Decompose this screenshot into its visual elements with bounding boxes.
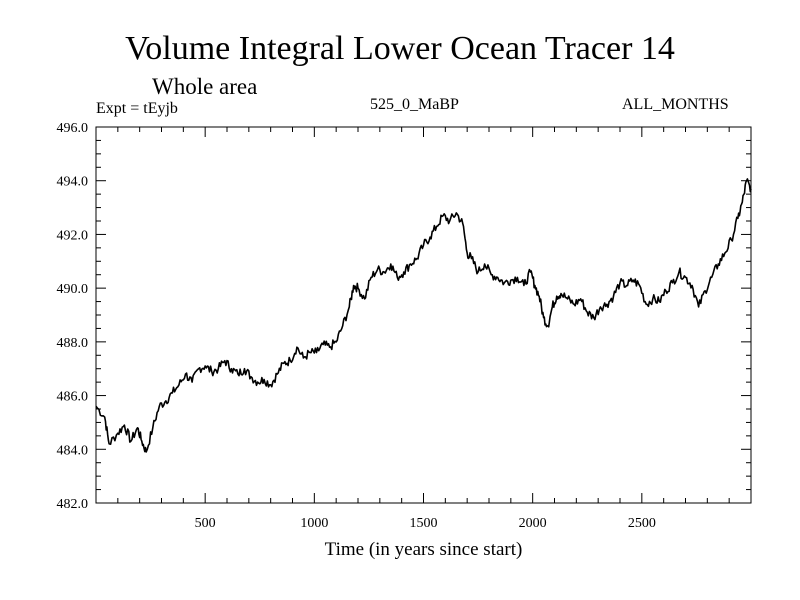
y-tick-label: 482.0	[57, 497, 89, 512]
axis-ticks	[96, 127, 751, 503]
y-tick-label: 484.0	[57, 443, 89, 458]
months-label: ALL_MONTHS	[622, 96, 729, 113]
experiment-label: Expt = tEyjb	[96, 100, 178, 117]
x-tick-label: 2000	[519, 516, 547, 531]
y-tick-label: 496.0	[57, 121, 89, 136]
y-tick-label: 494.0	[57, 175, 89, 190]
x-axis-label: Time (in years since start)	[325, 539, 523, 560]
x-tick-label: 1500	[410, 516, 438, 531]
period-label: 525_0_MaBP	[370, 96, 459, 113]
plot-frame	[95, 126, 752, 504]
chart-title: Volume Integral Lower Ocean Tracer 14	[125, 30, 675, 67]
axis-tick-labels: 500 1000 1500 2000 2500 482.0 484.0 486.0 488.0 4…	[57, 121, 656, 531]
x-tick-label: 1000	[300, 516, 328, 531]
x-tick-label: 2500	[628, 516, 656, 531]
y-tick-label: 488.0	[57, 336, 89, 351]
y-tick-label: 486.0	[57, 390, 89, 405]
y-tick-label: 492.0	[57, 228, 89, 243]
series-line	[95, 178, 752, 453]
x-tick-label: 500	[195, 516, 216, 531]
chart-subtitle: Whole area	[152, 74, 258, 99]
y-tick-label: 490.0	[57, 282, 89, 297]
